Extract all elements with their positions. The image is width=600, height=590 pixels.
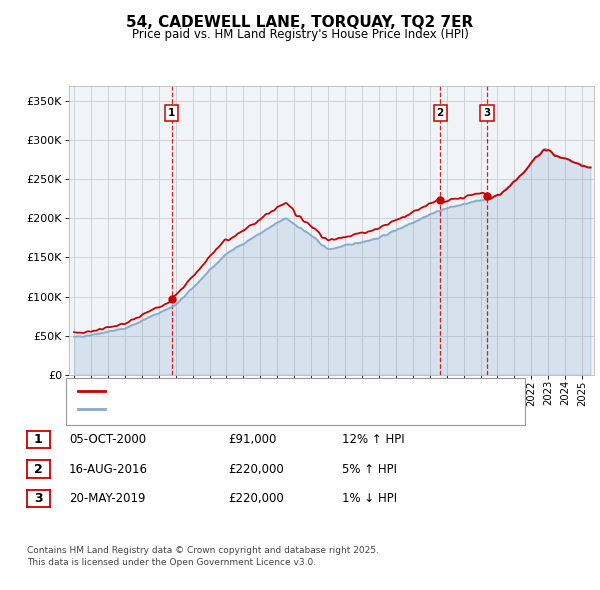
Text: 54, CADEWELL LANE, TORQUAY, TQ2 7ER: 54, CADEWELL LANE, TORQUAY, TQ2 7ER: [127, 15, 473, 30]
Text: 20-MAY-2019: 20-MAY-2019: [69, 492, 146, 505]
Text: 3: 3: [34, 492, 43, 505]
Text: 3: 3: [484, 108, 491, 118]
Text: 2: 2: [34, 463, 43, 476]
Text: 5% ↑ HPI: 5% ↑ HPI: [342, 463, 397, 476]
Text: £91,000: £91,000: [228, 433, 277, 446]
Text: £220,000: £220,000: [228, 492, 284, 505]
Text: 2: 2: [437, 108, 444, 118]
Text: £220,000: £220,000: [228, 463, 284, 476]
Text: 54, CADEWELL LANE, TORQUAY, TQ2 7ER (semi-detached house): 54, CADEWELL LANE, TORQUAY, TQ2 7ER (sem…: [110, 386, 466, 396]
Text: HPI: Average price, semi-detached house, Torbay: HPI: Average price, semi-detached house,…: [110, 404, 378, 414]
Text: This data is licensed under the Open Government Licence v3.0.: This data is licensed under the Open Gov…: [27, 558, 316, 566]
Text: 1: 1: [168, 108, 175, 118]
Text: 05-OCT-2000: 05-OCT-2000: [69, 433, 146, 446]
Text: Price paid vs. HM Land Registry's House Price Index (HPI): Price paid vs. HM Land Registry's House …: [131, 28, 469, 41]
Text: 1% ↓ HPI: 1% ↓ HPI: [342, 492, 397, 505]
Text: 12% ↑ HPI: 12% ↑ HPI: [342, 433, 404, 446]
Text: 1: 1: [34, 433, 43, 446]
Text: Contains HM Land Registry data © Crown copyright and database right 2025.: Contains HM Land Registry data © Crown c…: [27, 546, 379, 555]
Text: 16-AUG-2016: 16-AUG-2016: [69, 463, 148, 476]
